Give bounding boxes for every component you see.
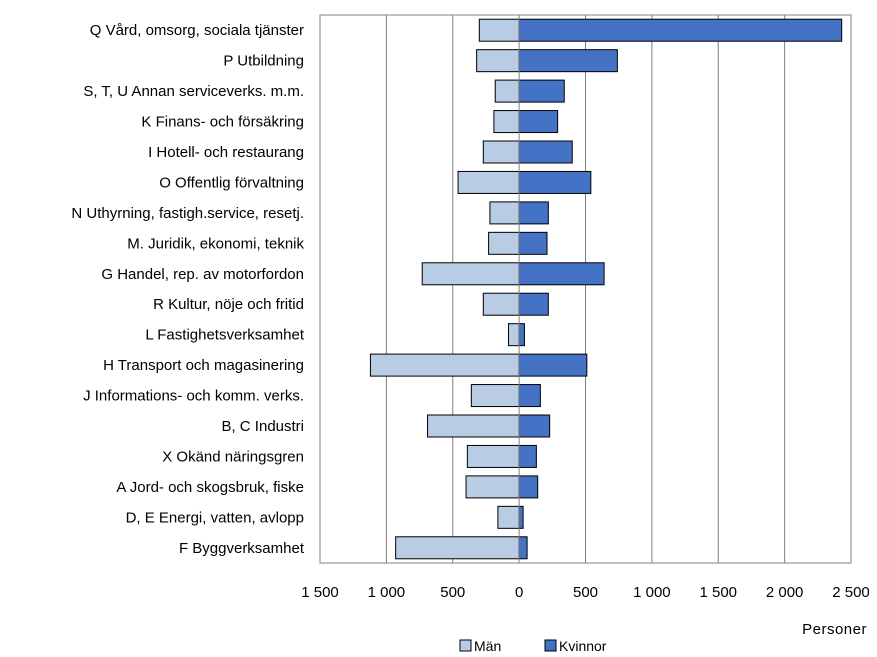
bar-woman (518, 49, 618, 73)
gridlines (385, 15, 786, 563)
category-label: J Informations- och komm. verks. (83, 388, 304, 405)
x-axis-title: Personer (802, 621, 867, 638)
category-label: F Byggverksamhet (179, 540, 305, 557)
category-label: P Utbildning (223, 53, 304, 70)
category-label: M. Juridik, ekonomi, teknik (127, 235, 304, 252)
category-label: S, T, U Annan serviceverks. m.m. (83, 83, 304, 100)
category-label: A Jord- och skogsbruk, fiske (116, 479, 304, 496)
category-label: O Offentlig förvaltning (159, 174, 304, 191)
legend: Män Kvinnor (459, 638, 607, 654)
bar-man (489, 201, 520, 225)
bar-man (395, 536, 520, 560)
bar-man (508, 323, 520, 347)
x-tick-label: 2 500 (832, 584, 870, 601)
bars (369, 18, 843, 560)
bar-woman (518, 262, 605, 286)
x-tick-label: 500 (440, 584, 465, 601)
bar-man (482, 140, 520, 164)
bar-woman (518, 414, 551, 438)
bar-man (470, 384, 520, 408)
x-tick-label: 2 000 (766, 584, 804, 601)
bar-man (466, 444, 520, 468)
bar-woman (518, 353, 588, 377)
category-labels: Q Vård, omsorg, sociala tjänster P Utbild… (71, 22, 304, 557)
category-label: X Okänd näringsgren (162, 448, 304, 465)
x-tick-label: 1 500 (301, 584, 339, 601)
x-tick-label: 500 (573, 584, 598, 601)
legend-label: Män (474, 638, 501, 654)
bar-man (482, 292, 520, 316)
legend-swatch (544, 639, 557, 652)
legend-swatch (459, 639, 472, 652)
category-label: Q Vård, omsorg, sociala tjänster (90, 22, 304, 39)
bar-woman (518, 231, 548, 255)
bar-woman (518, 384, 541, 408)
bar-woman (518, 110, 559, 134)
bar-woman (518, 475, 539, 499)
category-label: R Kultur, nöje och fritid (153, 296, 304, 313)
x-tick-label: 1 000 (368, 584, 406, 601)
x-tick-label: 0 (515, 584, 523, 601)
category-label: H Transport och magasinering (103, 357, 304, 374)
bar-woman (518, 536, 528, 560)
bar-man (494, 79, 520, 103)
bar-man (497, 505, 520, 529)
bar-woman (518, 292, 549, 316)
bar-man (478, 18, 520, 42)
bar-man (493, 110, 520, 134)
category-label: N Uthyrning, fastigh.service, resetj. (71, 205, 304, 222)
x-tick-label: 1 500 (699, 584, 737, 601)
bar-man (427, 414, 520, 438)
bar-man (488, 231, 520, 255)
bar-man (369, 353, 520, 377)
category-label: B, C Industri (221, 418, 304, 435)
bar-woman (518, 170, 592, 194)
tick-labels: 1 500 1 000 500 0 500 1 000 1 500 2 000 2 500 (301, 584, 870, 601)
category-label: L Fastighetsverksamhet (145, 327, 305, 344)
bar-man (457, 170, 520, 194)
bar-woman (518, 505, 524, 529)
x-tick-label: 1 000 (633, 584, 671, 601)
bar-man (421, 262, 520, 286)
category-label: G Handel, rep. av motorfordon (101, 266, 304, 283)
category-label: K Finans- och försäkring (141, 114, 304, 131)
bar-woman (518, 323, 525, 347)
bar-woman (518, 140, 573, 164)
category-label: D, E Energi, vatten, avlopp (126, 509, 304, 526)
bar-woman (518, 79, 565, 103)
legend-label: Kvinnor (559, 638, 607, 654)
bar-woman (518, 444, 537, 468)
category-label: I Hotell- och restaurang (148, 144, 304, 161)
bar-woman (518, 18, 843, 42)
bar-man (465, 475, 520, 499)
bar-man (476, 49, 520, 73)
bar-woman (518, 201, 549, 225)
